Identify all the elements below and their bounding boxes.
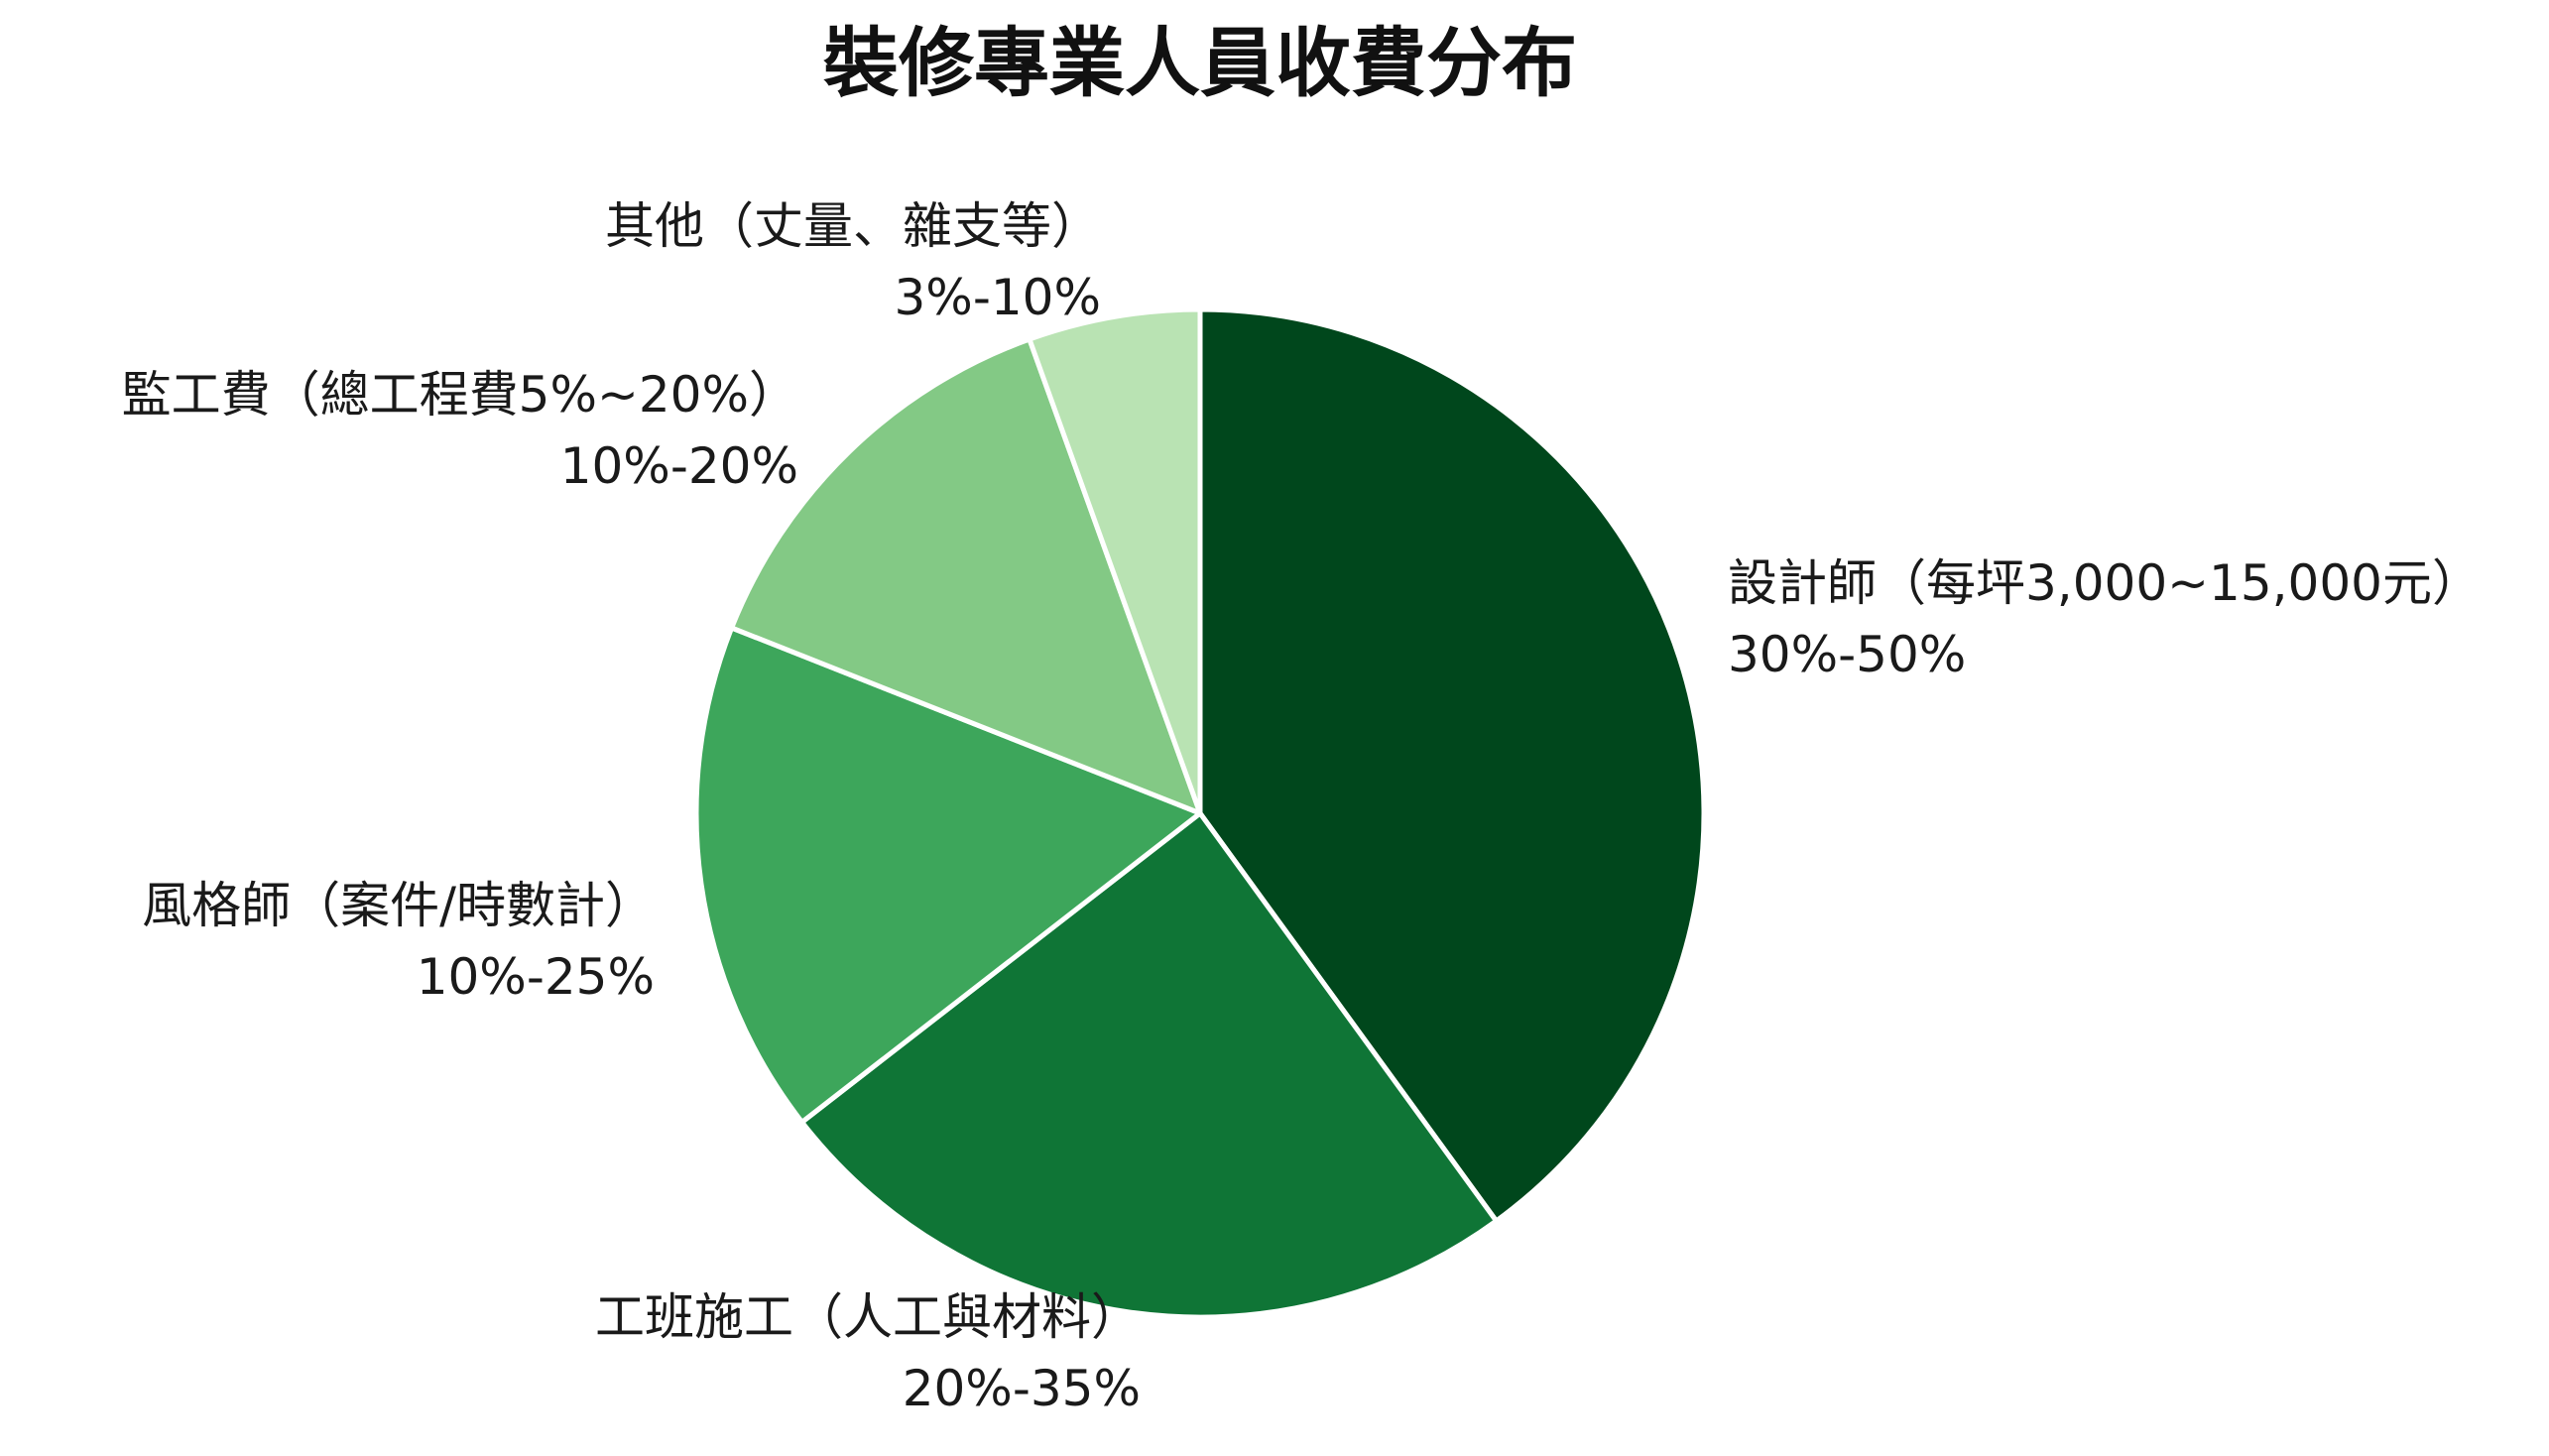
slice-range-label: 20%-35% bbox=[903, 1360, 1141, 1417]
slice-label: 監工費（總工程費5%~20%） bbox=[122, 366, 798, 424]
slice-labels: 設計師（每坪3,000~15,000元） 30%-50% 工班施工（人工與材料） 20… bbox=[122, 197, 2482, 1417]
chart-title: 裝修專業人員收費分布 bbox=[823, 19, 1577, 107]
slice-label: 設計師（每坪3,000~15,000元） bbox=[1728, 554, 2482, 612]
pie-slices bbox=[693, 306, 1707, 1320]
slice-range-label: 30%-50% bbox=[1728, 626, 1966, 683]
pie-slice bbox=[729, 336, 1203, 816]
slice-range-label: 3%-10% bbox=[895, 269, 1102, 326]
pie-slice bbox=[799, 810, 1500, 1320]
slice-label: 風格師（案件/時數計） bbox=[142, 877, 655, 934]
pie-slice bbox=[1027, 306, 1203, 816]
slice-range-label: 10%-25% bbox=[417, 948, 655, 1006]
pie-slice bbox=[693, 625, 1203, 1125]
pie-slice bbox=[1197, 306, 1707, 1224]
slice-range-label: 10%-20% bbox=[560, 437, 798, 495]
slice-label: 工班施工（人工與材料） bbox=[595, 1288, 1141, 1346]
slice-label: 其他（丈量、雜支等） bbox=[605, 197, 1101, 255]
